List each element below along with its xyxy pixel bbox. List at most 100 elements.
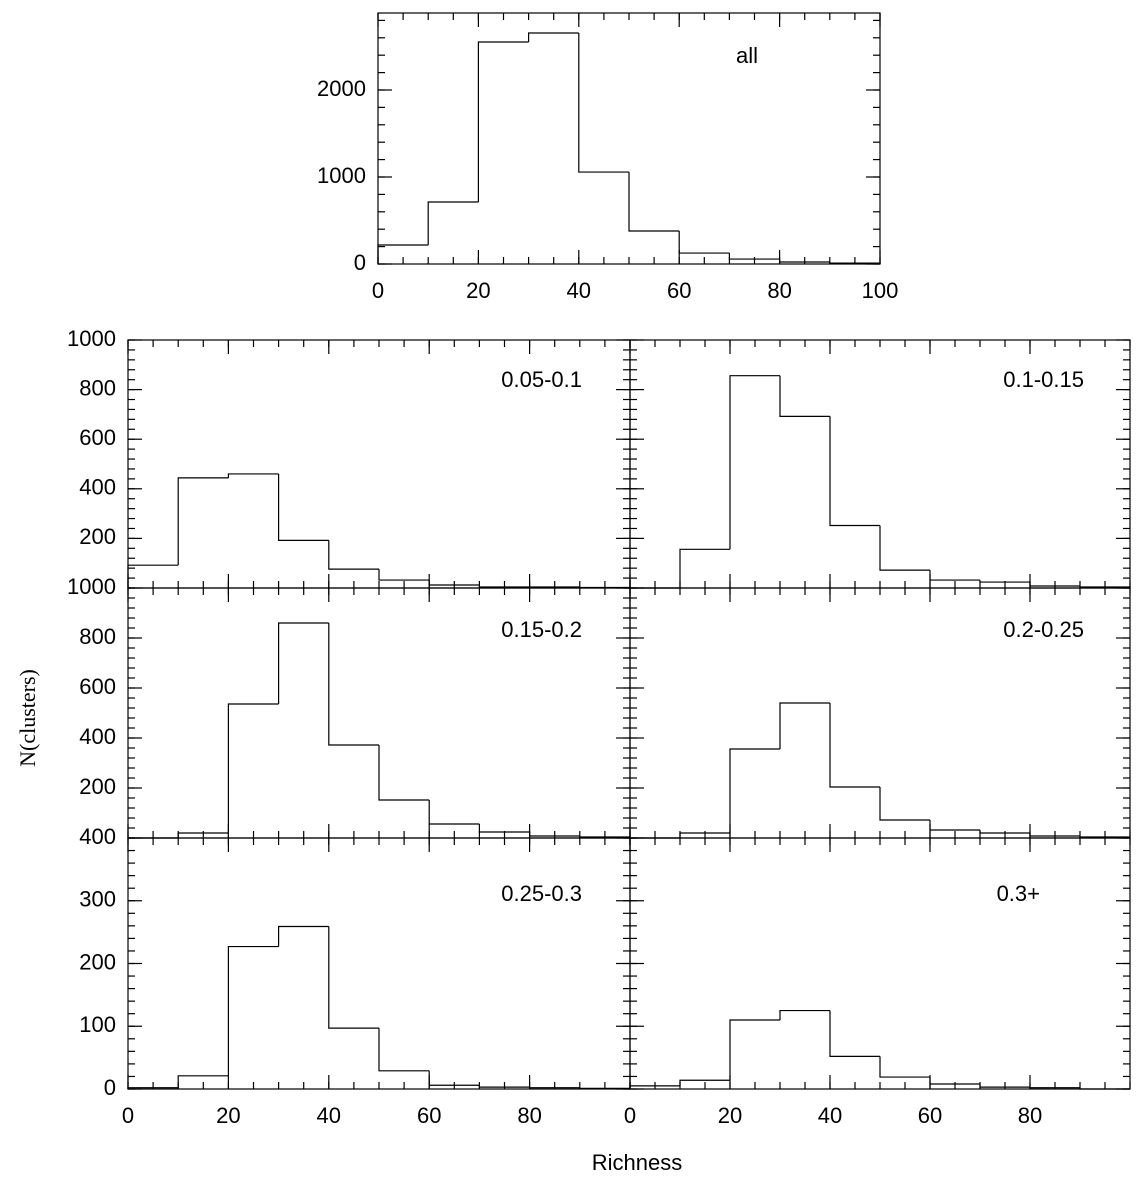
y-axis-label: N(clusters)	[15, 669, 40, 767]
x-tick-label: 80	[1018, 1103, 1042, 1128]
x-tick-label: 20	[466, 278, 490, 303]
histogram-bin	[628, 172, 680, 232]
histogram-bin	[729, 748, 780, 833]
histogram-bin	[478, 585, 530, 588]
y-tick-label: 0	[354, 250, 366, 275]
histogram-bin	[979, 1083, 1030, 1088]
histogram-bin	[678, 231, 730, 254]
histogram-bin	[227, 703, 279, 833]
y-tick-label: 600	[79, 674, 116, 699]
panel-label: 0.25-0.3	[501, 881, 582, 906]
histogram-bin	[428, 580, 480, 586]
histogram-bin	[478, 1085, 530, 1088]
x-tick-label: 0	[624, 1103, 636, 1128]
histogram-bin	[578, 33, 629, 173]
panel-label: 0.2-0.25	[1003, 617, 1084, 642]
histogram-bin	[478, 824, 530, 833]
histogram-bin	[879, 787, 930, 821]
histogram-bin	[979, 830, 1030, 834]
histogram-bin	[278, 473, 329, 541]
y-tick-label: 1000	[67, 574, 116, 599]
histogram-bin	[529, 832, 580, 837]
histogram-bin	[428, 800, 480, 825]
histogram-bin	[328, 926, 379, 1029]
histogram-bin	[629, 1085, 680, 1089]
histogram-bin	[378, 1028, 430, 1072]
histogram-bin	[929, 1077, 980, 1085]
histogram-bin	[127, 564, 179, 588]
histogram-bin	[829, 1010, 880, 1057]
x-tick-label: 0	[372, 278, 384, 303]
x-tick-label: 40	[567, 278, 591, 303]
plot-frame	[629, 837, 1131, 1090]
y-tick-label: 800	[79, 624, 116, 649]
x-tick-label: 0	[122, 1103, 134, 1128]
x-tick-label: 60	[918, 1103, 942, 1128]
y-tick-label: 1000	[317, 163, 366, 188]
histogram-bin	[278, 925, 329, 947]
x-tick-label: 100	[862, 278, 899, 303]
y-tick-label: 300	[79, 887, 116, 912]
histogram-bin	[679, 832, 730, 838]
histogram-bin	[378, 569, 430, 581]
histogram-bin	[729, 375, 780, 550]
histogram-bin	[278, 622, 329, 704]
y-tick-label: 200	[79, 524, 116, 549]
histogram-bin	[428, 1070, 480, 1086]
panel-label: 0.1-0.15	[1003, 367, 1084, 392]
histogram-bin	[177, 832, 229, 838]
y-tick-label: 600	[79, 425, 116, 450]
histogram-bin	[728, 253, 780, 260]
histogram-bin	[779, 702, 830, 749]
histogram-bin	[929, 820, 980, 831]
histogram-bin	[328, 623, 379, 746]
histogram-bin	[829, 261, 881, 264]
y-tick-label: 400	[79, 475, 116, 500]
histogram-bin	[177, 1075, 229, 1088]
histogram-bin	[929, 570, 980, 581]
y-tick-label: 200	[79, 949, 116, 974]
x-axis-label: Richness	[592, 1150, 682, 1175]
histogram-bin	[1029, 582, 1080, 587]
histogram-bin	[227, 473, 279, 478]
panel-label: 0.3+	[997, 881, 1040, 906]
histogram-bin	[829, 416, 880, 527]
x-tick-label: 80	[517, 1103, 541, 1128]
histogram-bin	[1029, 1087, 1080, 1089]
histogram-bin	[177, 477, 229, 566]
x-tick-label: 40	[317, 1103, 341, 1128]
histogram-bin	[879, 1056, 930, 1078]
x-tick-label: 20	[216, 1103, 240, 1128]
x-tick-label: 80	[767, 278, 791, 303]
y-tick-label: 200	[79, 774, 116, 799]
x-tick-label: 60	[417, 1103, 441, 1128]
panel-label: 0.05-0.1	[501, 367, 582, 392]
histogram-bin	[679, 548, 730, 588]
x-tick-label: 60	[667, 278, 691, 303]
histogram-bin	[1029, 833, 1080, 837]
y-tick-label: 400	[79, 824, 116, 849]
histogram-bin	[779, 1009, 830, 1020]
histogram-bin	[579, 1087, 631, 1089]
histogram-bin	[477, 41, 529, 202]
x-tick-label: 20	[718, 1103, 742, 1128]
histogram-bin	[427, 201, 479, 246]
histogram-bin	[378, 745, 430, 801]
y-tick-label: 800	[79, 375, 116, 400]
histogram-bin	[528, 32, 579, 42]
y-tick-label: 1000	[67, 326, 116, 351]
panel-label: all	[736, 43, 758, 68]
histogram-bin	[127, 1087, 179, 1089]
histogram-bin	[679, 1079, 730, 1086]
histogram-bin	[779, 259, 830, 263]
histogram-bin	[979, 580, 1030, 583]
x-tick-label: 40	[818, 1103, 842, 1128]
histogram-bin	[829, 703, 880, 788]
histogram-bin	[729, 1019, 780, 1081]
panel-label: 0.15-0.2	[501, 617, 582, 642]
histogram-bin	[779, 375, 830, 417]
histogram-bin	[879, 525, 930, 571]
histogram-bin	[377, 244, 429, 264]
histogram-bin	[529, 1087, 580, 1089]
